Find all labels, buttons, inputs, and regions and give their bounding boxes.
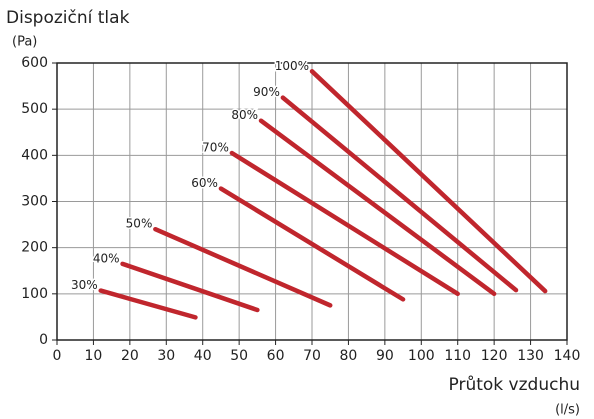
x-tick-label: 100 [408, 348, 435, 364]
series-label: 50% [126, 217, 153, 231]
x-tick-label: 60 [267, 348, 285, 364]
x-tick-label: 90 [376, 348, 394, 364]
y-axis-label: Dispoziční tlak [6, 8, 130, 28]
x-axis-unit: (l/s) [555, 403, 580, 418]
x-tick-label: 40 [194, 348, 212, 364]
x-tick-label: 140 [554, 348, 581, 364]
x-tick-label: 80 [340, 348, 358, 364]
series-line [120, 261, 260, 313]
y-tick-label: 500 [21, 101, 48, 117]
series-line [218, 186, 406, 302]
series-label: 90% [253, 85, 280, 99]
x-tick-label: 110 [444, 348, 471, 364]
y-tick-label: 200 [21, 240, 48, 256]
x-tick-label: 50 [230, 348, 248, 364]
series-label: 30% [71, 278, 98, 292]
y-tick-label: 0 [39, 332, 48, 348]
series-label: 40% [93, 251, 120, 265]
series-line [229, 150, 460, 297]
series-label: 80% [231, 108, 258, 122]
x-tick-label: 20 [121, 348, 139, 364]
series-line [258, 118, 497, 297]
x-tick-label: 0 [53, 348, 62, 364]
series-label: 70% [202, 141, 229, 155]
series-line [153, 226, 333, 308]
x-axis-label: Průtok vzduchu [449, 375, 580, 395]
series-label: 60% [191, 176, 218, 190]
series-line [98, 288, 198, 320]
y-tick-label: 400 [21, 147, 48, 163]
x-tick-label: 120 [481, 348, 508, 364]
y-tick-label: 600 [21, 55, 48, 71]
y-tick-label: 100 [21, 286, 48, 302]
x-tick-label: 30 [157, 348, 175, 364]
series-label: 100% [275, 59, 309, 73]
plot-frame [56, 62, 568, 341]
y-tick-label: 300 [21, 194, 48, 210]
x-tick-label: 70 [303, 348, 321, 364]
series-line [309, 69, 548, 294]
series-line [280, 95, 519, 293]
x-tick-label: 10 [85, 348, 103, 364]
y-axis-unit: (Pa) [12, 35, 37, 50]
x-tick-label: 130 [517, 348, 544, 364]
